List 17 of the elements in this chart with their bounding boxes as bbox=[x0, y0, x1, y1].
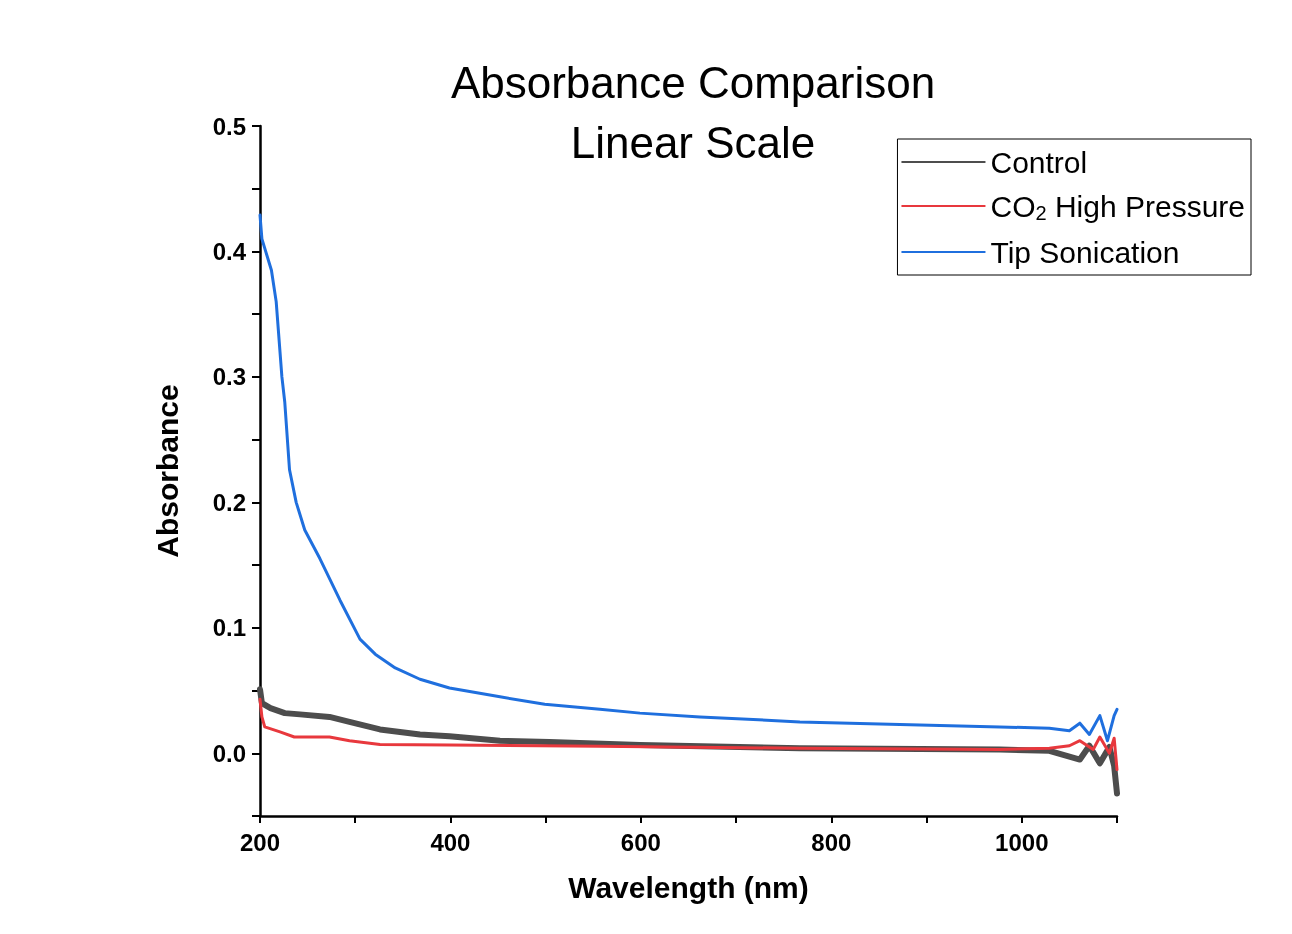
x-tick-label: 200 bbox=[239, 828, 281, 856]
legend-label: Tip Sonication bbox=[990, 235, 1180, 269]
x-tick-label: 800 bbox=[811, 828, 852, 856]
legend-label: Control bbox=[990, 145, 1088, 179]
x-tick-label: 1000 bbox=[995, 828, 1049, 856]
y-axis-title: Absorbance bbox=[150, 384, 184, 558]
x-axis-title: Wavelength (nm) bbox=[568, 870, 809, 904]
y-tick-label: 0.0 bbox=[212, 739, 246, 767]
chart-subtitle: Linear Scale bbox=[570, 117, 816, 167]
y-tick-label: 0.4 bbox=[212, 237, 247, 265]
chart-title: Absorbance Comparison bbox=[450, 57, 936, 107]
y-tick-label: 0.5 bbox=[212, 112, 246, 140]
y-tick-label: 0.2 bbox=[212, 488, 246, 516]
y-tick-label: 0.3 bbox=[212, 363, 246, 391]
y-tick-label: 0.1 bbox=[212, 614, 246, 642]
x-tick-label: 600 bbox=[620, 828, 661, 856]
x-tick-label: 400 bbox=[430, 828, 471, 856]
